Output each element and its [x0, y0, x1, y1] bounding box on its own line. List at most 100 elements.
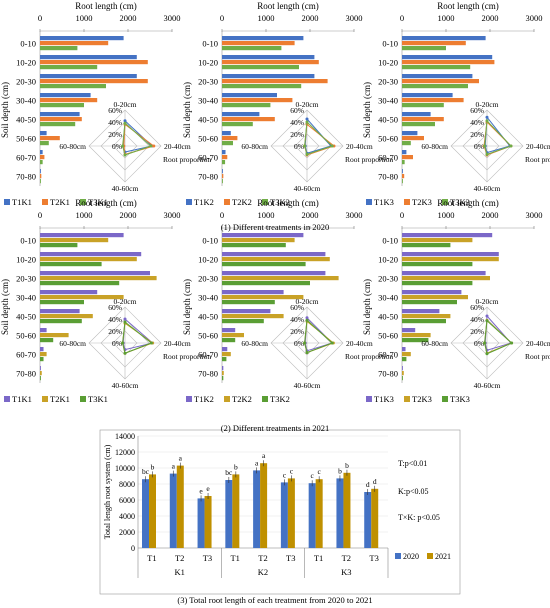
- p1-y-tick-label: 10-20: [16, 58, 36, 68]
- p2-y-tick-label: 20-30: [198, 77, 218, 87]
- p4-bar-t2k1: [40, 333, 69, 338]
- total-legend-label: 2021: [435, 552, 451, 561]
- p5-bar-t1k2: [222, 347, 228, 352]
- p4-radar-tick-label: 40%: [108, 315, 122, 324]
- p5-bar-t3k2: [222, 319, 264, 324]
- p4-bar-t3k1: [40, 243, 78, 248]
- p2-legend-label-t3k2: T3K2: [270, 197, 290, 207]
- p1-y-tick-label: 20-30: [16, 77, 36, 87]
- p1-bar-t3k1: [40, 179, 41, 184]
- p4-bar-t1k1: [40, 347, 44, 352]
- p4-y-tick-label: 50-60: [16, 331, 36, 341]
- p6-radar-title: Root proportion: [525, 352, 550, 361]
- p2-bar-t3k2: [222, 84, 302, 89]
- p6-bar-t3k3: [402, 243, 451, 248]
- total-stat-annotation: T:p<0.01: [398, 459, 427, 468]
- p4-radar-axis-label: 0-20cm: [114, 297, 137, 306]
- p4-x-tick-label: 2000: [120, 210, 137, 220]
- p6-bar-t3k3: [402, 262, 473, 267]
- total-y-tick-label: 8000: [119, 480, 135, 489]
- p4-bar-t1k1: [40, 252, 142, 257]
- total-sig-letter: e: [199, 486, 203, 495]
- p2-bar-t2k2: [222, 136, 238, 141]
- total-x-tick-label: T3: [286, 553, 295, 563]
- p3-legend-swatch: [404, 199, 410, 205]
- p2-bar-t3k2: [222, 141, 233, 146]
- p3-bar-t1k3: [402, 93, 453, 98]
- p6-radar-tick-label: 20%: [470, 327, 484, 336]
- total-sig-letter: a: [255, 458, 259, 467]
- p1-radar-axis-label: 20-40cm: [164, 142, 191, 151]
- p4-legend-label-t2k1: T2K1: [50, 394, 70, 404]
- total-sig-letter: d: [366, 480, 370, 489]
- p6-y-tick-label: 10-20: [378, 255, 398, 265]
- p1-bar-t1k1: [40, 36, 124, 41]
- p1-legend-label-t3k1: T3K1: [88, 197, 108, 207]
- total-bar-2021: [232, 474, 240, 548]
- p5-legend-swatch: [186, 396, 192, 402]
- p1-bar-t1k1: [40, 55, 137, 60]
- p1-bar-t2k1: [40, 98, 98, 103]
- p4-bar-t2k1: [40, 276, 157, 281]
- p3-radar-tick-label: 60%: [470, 106, 484, 115]
- p4-legend-swatch: [42, 396, 48, 402]
- p6-radar-axis-label: 20-40cm: [526, 339, 550, 348]
- total-bar-2020: [308, 483, 316, 548]
- total-sig-letter: bc: [142, 467, 150, 476]
- p6-radar-tick-label: 40%: [470, 315, 484, 324]
- p2-radar-axis-label: 20-40cm: [346, 142, 373, 151]
- p3-bar-t3k3: [402, 103, 444, 108]
- p2-legend-swatch: [186, 199, 192, 205]
- p4-y-tick-label: 0-10: [20, 236, 36, 246]
- total-group-label: K3: [341, 567, 351, 577]
- p6-legend-label-t3k3: T3K3: [450, 394, 470, 404]
- p1-radar-axis-label: 0-20cm: [114, 100, 137, 109]
- p1-bar-t2k1: [40, 60, 148, 65]
- total-bar-2020: [280, 482, 288, 548]
- p4-bar-t3k1: [40, 281, 120, 286]
- p6-bar-t2k3: [402, 333, 431, 338]
- p1-bar-t2k1: [40, 155, 45, 160]
- p3-radar-tick-label: 40%: [470, 118, 484, 127]
- p6-radar-point: [485, 352, 489, 356]
- p4-bar-t1k1: [40, 328, 47, 333]
- p3-bar-t1k3: [402, 36, 486, 41]
- p5-bar-t1k2: [222, 233, 304, 238]
- p3-radar-point: [483, 144, 487, 148]
- total-x-tick-label: T2: [175, 553, 184, 563]
- p4-radar-point: [123, 320, 127, 324]
- p5-x-tick-label: 2000: [302, 210, 319, 220]
- total-legend-label: 2020: [403, 552, 419, 561]
- p5-radar-tick-label: 20%: [290, 327, 304, 336]
- p2-y-tick-label: 30-40: [198, 96, 218, 106]
- p5-bar-t3k2: [222, 338, 236, 343]
- p1-bar-t3k1: [40, 141, 49, 146]
- p1-y-axis-label: Soil depth (cm): [0, 82, 10, 138]
- total-sig-letter: bc: [225, 468, 233, 477]
- p5-radar-tick-label: 60%: [290, 303, 304, 312]
- p5-y-tick-label: 10-20: [198, 255, 218, 265]
- p1-bar-t1k1: [40, 112, 80, 117]
- p6-x-tick-label: 1000: [438, 210, 455, 220]
- p6-bar-t2k3: [402, 238, 473, 243]
- p2-legend-swatch: [224, 199, 230, 205]
- p4-legend-label-t3k1: T3K1: [88, 394, 108, 404]
- p2-bar-t1k2: [222, 112, 260, 117]
- total-bar-2020: [225, 480, 233, 548]
- p4-radar-tick-label: 0%: [112, 339, 122, 348]
- p3-y-tick-label: 40-50: [378, 115, 398, 125]
- total-sig-letter: c: [283, 470, 287, 479]
- p5-bar-t1k2: [222, 328, 236, 333]
- p5-radar-axis-label: 60-80cm: [241, 339, 268, 348]
- p3-bar-t3k3: [402, 160, 405, 165]
- p1-x-tick-label: 3000: [164, 13, 181, 23]
- p6-legend-swatch: [404, 396, 410, 402]
- p3-bar-t3k3: [402, 84, 468, 89]
- total-sig-letter: a: [172, 462, 176, 471]
- p1-bar-t1k1: [40, 74, 137, 79]
- p3-y-tick-label: 30-40: [378, 96, 398, 106]
- p5-radar-axis-label: 0-20cm: [296, 297, 319, 306]
- p2-x-axis-label: Root length (cm): [257, 1, 319, 11]
